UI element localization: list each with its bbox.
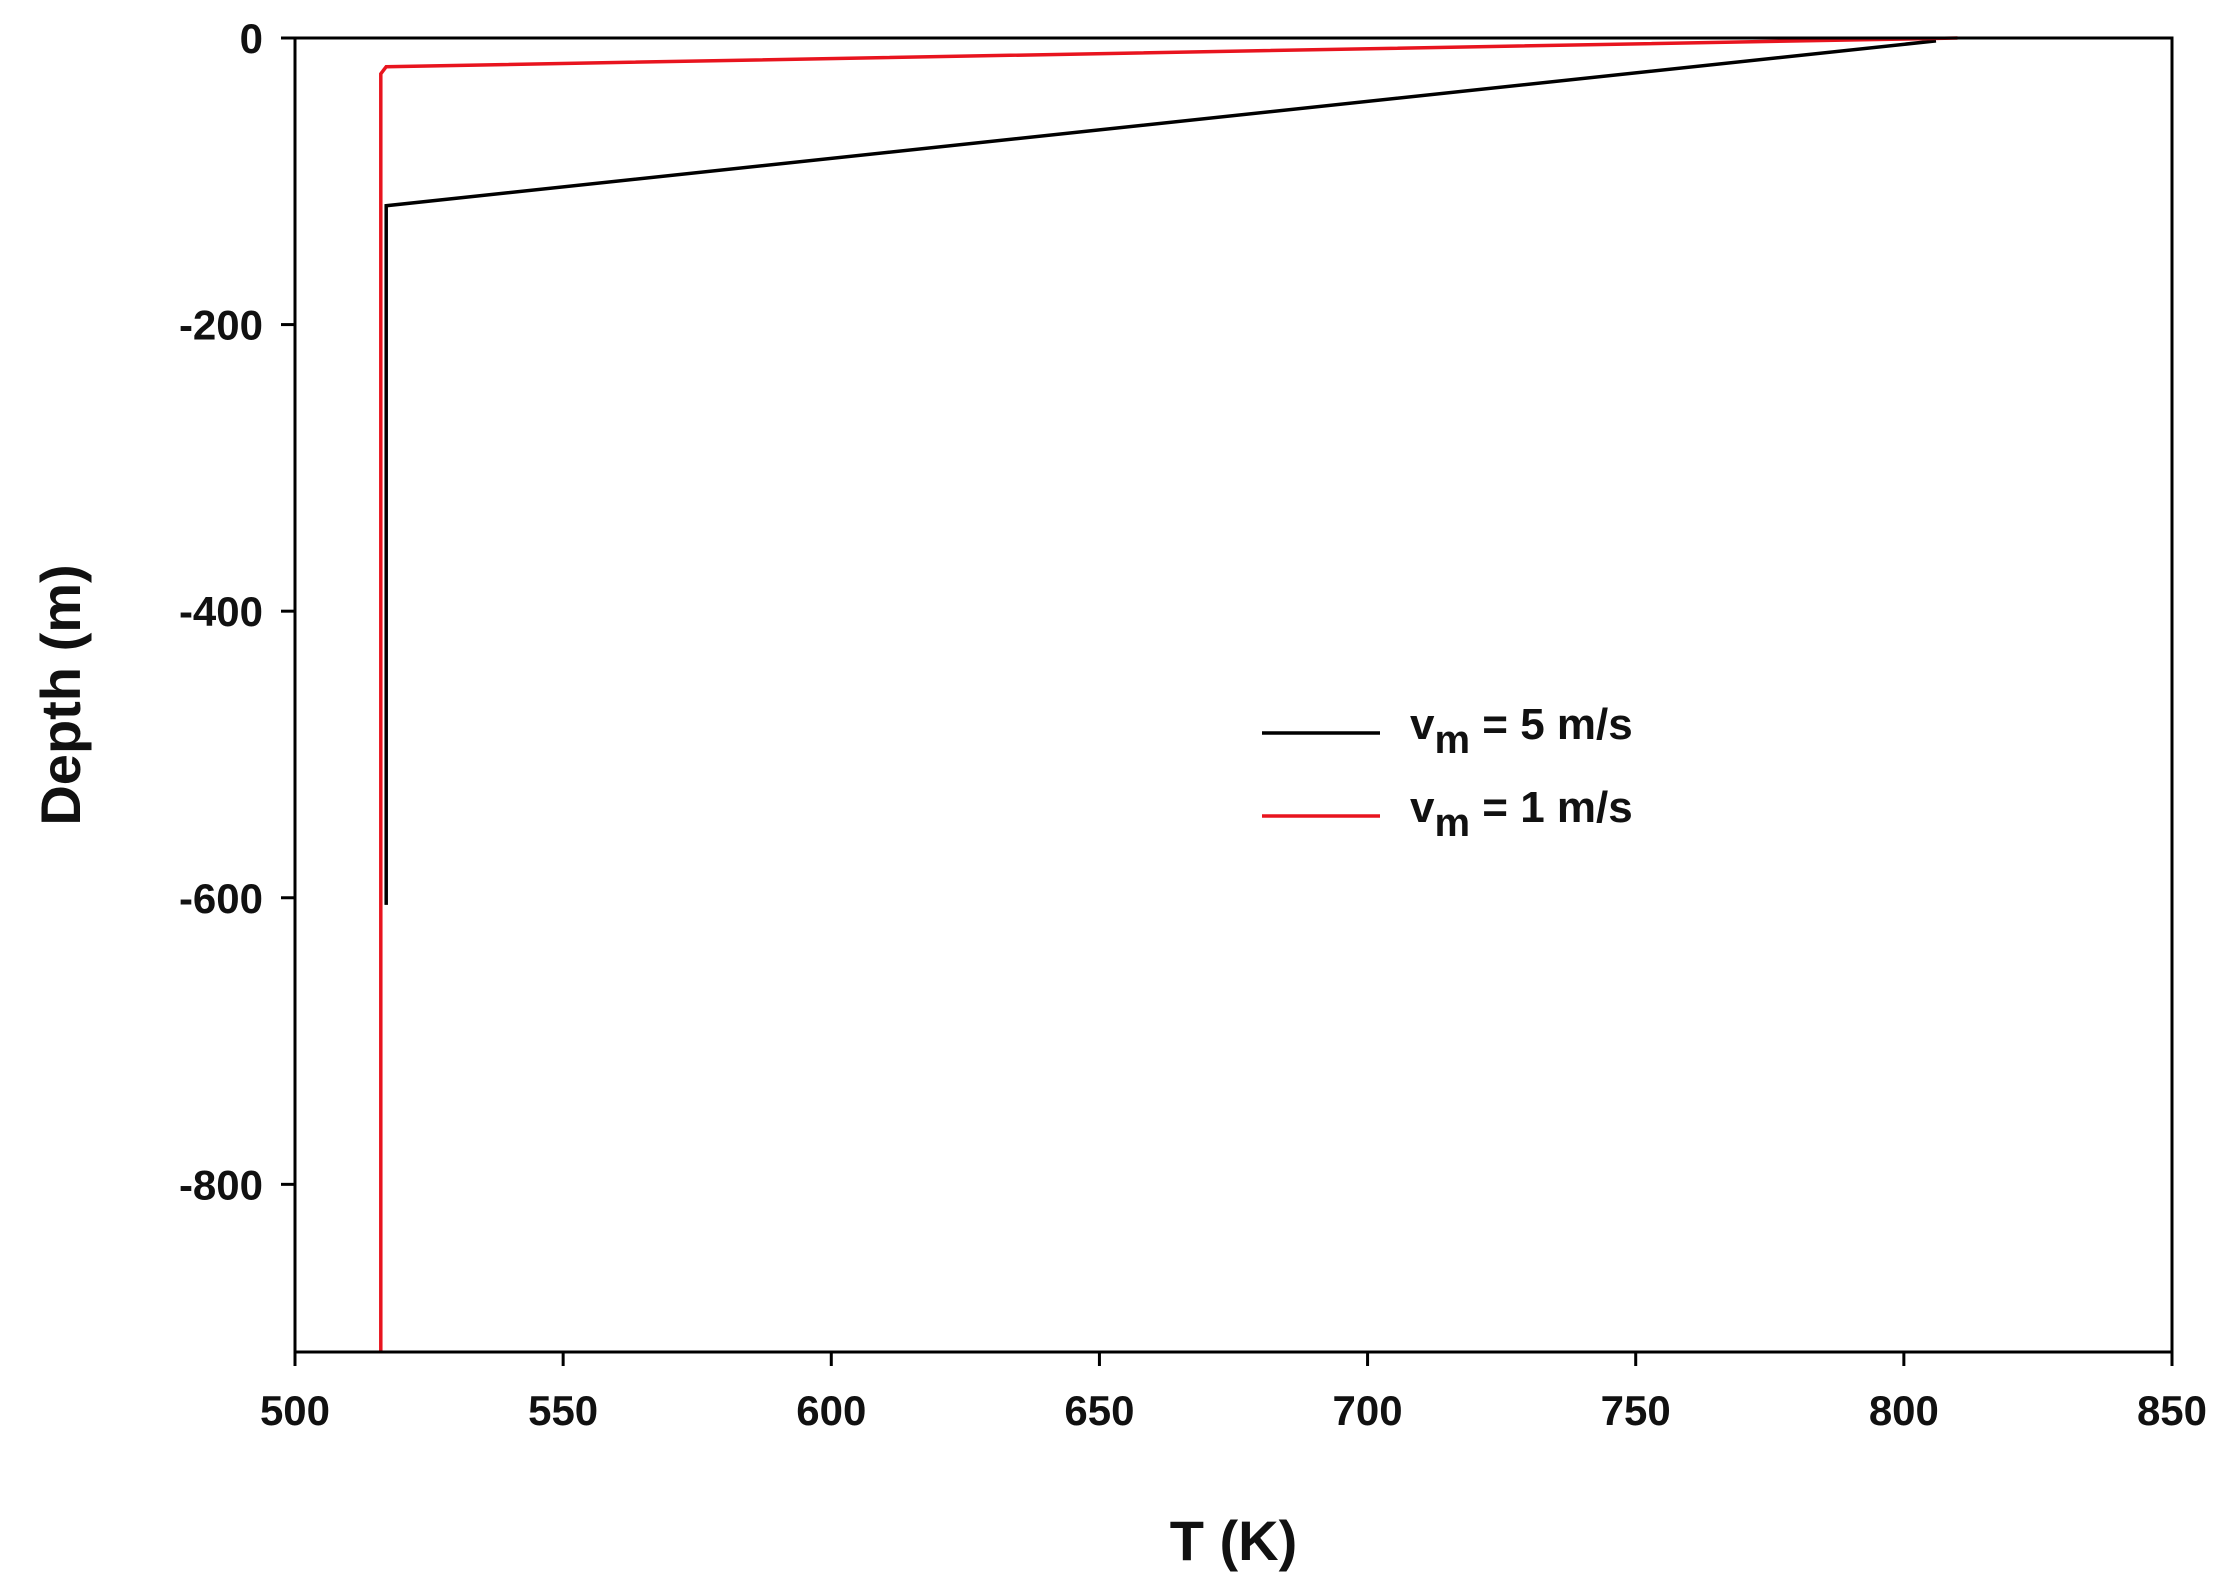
x-tick-label: 800 (1869, 1387, 1939, 1434)
series-layer (379, 36, 1958, 1352)
axis-ticks: 500 550 600 650 700 750 800 850 0 -200 -400 -600 -80… (179, 15, 2207, 1434)
x-tick-label: 850 (2137, 1387, 2207, 1434)
legend: vm = 5 m/s vm = 1 m/s (1262, 700, 1633, 845)
y-tick-label: -400 (179, 588, 263, 635)
x-tick-label: 700 (1333, 1387, 1403, 1434)
y-tick-label: -800 (179, 1161, 263, 1208)
x-tick-label: 650 (1064, 1387, 1134, 1434)
x-tick-label: 550 (528, 1387, 598, 1434)
x-tick-label: 600 (796, 1387, 866, 1434)
x-tick-label: 750 (1601, 1387, 1671, 1434)
y-tick-label: -600 (179, 875, 263, 922)
legend-label-2: vm = 1 m/s (1410, 783, 1633, 845)
series-line-2 (379, 36, 1958, 1352)
y-axis-title: Depth (m) (29, 564, 92, 825)
y-tick-label: 0 (240, 15, 263, 62)
series-line-1 (384, 39, 1937, 905)
x-tick-label: 500 (260, 1387, 330, 1434)
plot-area-frame (293, 36, 2174, 1354)
y-tick-label: -200 (179, 302, 263, 349)
x-axis-title: T (K) (1170, 1509, 1298, 1572)
legend-label-1: vm = 5 m/s (1410, 700, 1633, 762)
